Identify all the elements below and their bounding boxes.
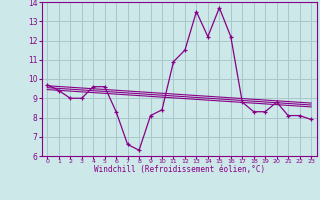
X-axis label: Windchill (Refroidissement éolien,°C): Windchill (Refroidissement éolien,°C): [94, 165, 265, 174]
